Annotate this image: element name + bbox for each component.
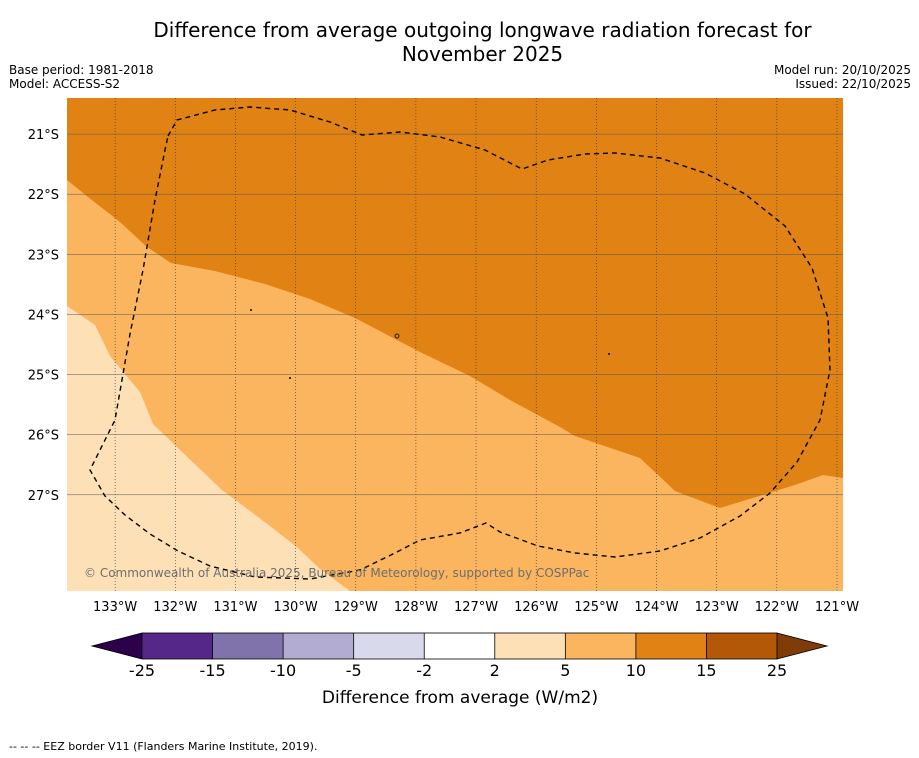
colorbar-tick-label: 10 — [626, 661, 646, 680]
longitude-label: 127°W — [454, 600, 498, 615]
colorbar-segment — [706, 633, 778, 659]
longitude-label: 131°W — [213, 600, 257, 615]
island-marker — [394, 333, 400, 339]
latitude-label: 26°S — [28, 429, 59, 444]
region-5-10 — [67, 180, 843, 591]
colorbar-under-arrow — [90, 632, 143, 660]
meta-right: Model run: 20/10/2025 Issued: 22/10/2025 — [774, 63, 911, 91]
colorbar-segment — [494, 633, 566, 659]
colorbar-segment — [565, 633, 637, 659]
latitude-label: 24°S — [28, 308, 59, 323]
latitude-label: 25°S — [28, 369, 59, 384]
title-line-1: Difference from average outgoing longwav… — [153, 18, 812, 42]
island-marker — [608, 353, 610, 355]
colorbar: -25 -15 -10 -5 -2 2 5 10 15 25 — [90, 632, 829, 680]
base-period: Base period: 1981-2018 — [9, 63, 154, 77]
colorbar-segment — [212, 633, 284, 659]
colorbar-label: Difference from average (W/m2) — [322, 688, 598, 708]
island-markers — [250, 309, 610, 379]
region-2-5 — [67, 306, 350, 591]
eez-legend-note: -- -- -- EEZ border V11 (Flanders Marine… — [9, 740, 318, 753]
colorbar-segment — [283, 633, 354, 659]
latitude-label: 21°S — [28, 128, 59, 143]
longitude-label: 124°W — [634, 600, 678, 615]
colorbar-segment — [353, 633, 425, 659]
longitude-label: 123°W — [695, 600, 739, 615]
model-run: Model run: 20/10/2025 — [773, 63, 911, 77]
longitude-label: 132°W — [153, 600, 197, 615]
colorbar-tick-label: -10 — [270, 661, 296, 680]
island-marker — [250, 309, 252, 311]
map-title: Difference from average outgoing longwav… — [0, 18, 919, 66]
longitude-label: 129°W — [334, 600, 378, 615]
colorbar-segment — [142, 633, 213, 659]
model-name: Model: ACCESS-S2 — [9, 77, 121, 91]
longitude-label: 122°W — [755, 600, 799, 615]
latitude-label: 23°S — [28, 248, 59, 263]
latitude-label: 27°S — [28, 489, 59, 504]
colorbar-segment — [635, 633, 707, 659]
colorbar-tick-label: -25 — [129, 661, 155, 680]
issued-date: Issued: 22/10/2025 — [795, 77, 911, 91]
colorbar-tick-label: 2 — [490, 661, 500, 680]
longitude-label: 128°W — [394, 600, 438, 615]
latitude-labels: 21°S 22°S 23°S 24°S 25°S 26°S 27°S — [28, 128, 59, 504]
colorbar-segment — [424, 633, 496, 659]
longitude-label: 125°W — [574, 600, 618, 615]
longitude-labels: 133°W 132°W 131°W 130°W 129°W 128°W 127°W 126°W… — [93, 600, 859, 615]
longitude-label: 130°W — [274, 600, 318, 615]
colorbar-frame — [141, 632, 778, 660]
longitude-label: 121°W — [815, 600, 859, 615]
colorbar-tick-label: -5 — [346, 661, 362, 680]
copyright-notice: © Commonwealth of Australia 2025, Bureau… — [84, 566, 589, 580]
map-panel: © Commonwealth of Australia 2025, Bureau… — [67, 98, 843, 591]
longitude-label: 126°W — [514, 600, 558, 615]
colorbar-tick-label: -2 — [416, 661, 432, 680]
meta-left: Base period: 1981-2018 Model: ACCESS-S2 — [9, 63, 154, 91]
latitude-label: 22°S — [28, 188, 59, 203]
colorbar-tick-label: -15 — [199, 661, 225, 680]
colorbar-tick-label: 5 — [560, 661, 570, 680]
colorbar-tick-label: 15 — [696, 661, 716, 680]
graticule — [67, 98, 843, 591]
longitude-label: 133°W — [93, 600, 137, 615]
colorbar-tick-label: 25 — [767, 661, 787, 680]
eez-border — [89, 106, 831, 580]
island-marker — [289, 377, 291, 379]
colorbar-over-arrow — [776, 632, 829, 660]
title-line-2: November 2025 — [401, 42, 564, 66]
